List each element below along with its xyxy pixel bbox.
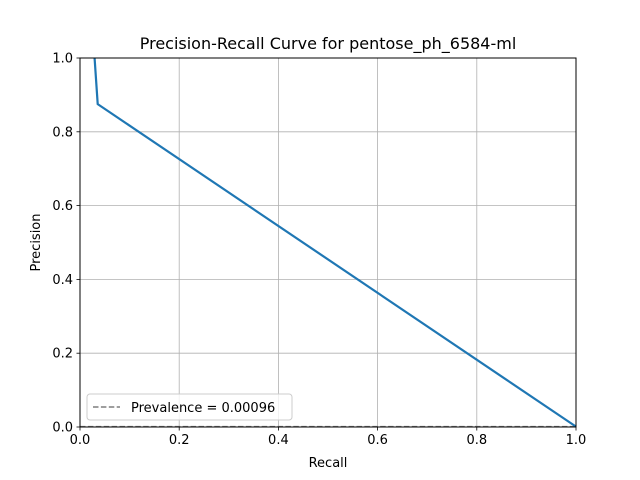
x-tick-label: 0.8 [466,433,487,448]
y-tick-label: 0.8 [52,125,73,140]
x-tick-label: 0.2 [169,433,190,448]
legend-prevalence-label: Prevalence = 0.00096 [131,401,275,416]
y-tick-label: 0.4 [52,273,73,288]
precision-recall-line [93,57,577,428]
x-tick-label: 0.6 [367,433,388,448]
y-tick-label: 0.2 [52,347,73,362]
y-tick-label: 0.0 [52,421,73,436]
plot-series [80,57,577,428]
plot-frame [79,57,577,428]
x-axis-title: Recall [309,456,348,471]
grid [79,57,577,428]
chart-title: Precision-Recall Curve for pentose_ph_65… [140,34,517,54]
x-tick-label: 1.0 [566,433,587,448]
y-tick-label: 1.0 [52,52,73,67]
legend-box [86,393,293,421]
x-tick-label: 0.4 [268,433,289,448]
axis-ticks: 0.0 0.2 0.4 0.6 0.8 1.0 0.0 0.2 0.4 0.6 0.8 1.0 [52,52,586,449]
legend: Prevalence = 0.00096 [86,393,293,421]
x-tick-label: 0.0 [70,433,91,448]
y-tick-label: 0.6 [52,199,73,214]
y-axis-title: Precision [29,213,44,271]
